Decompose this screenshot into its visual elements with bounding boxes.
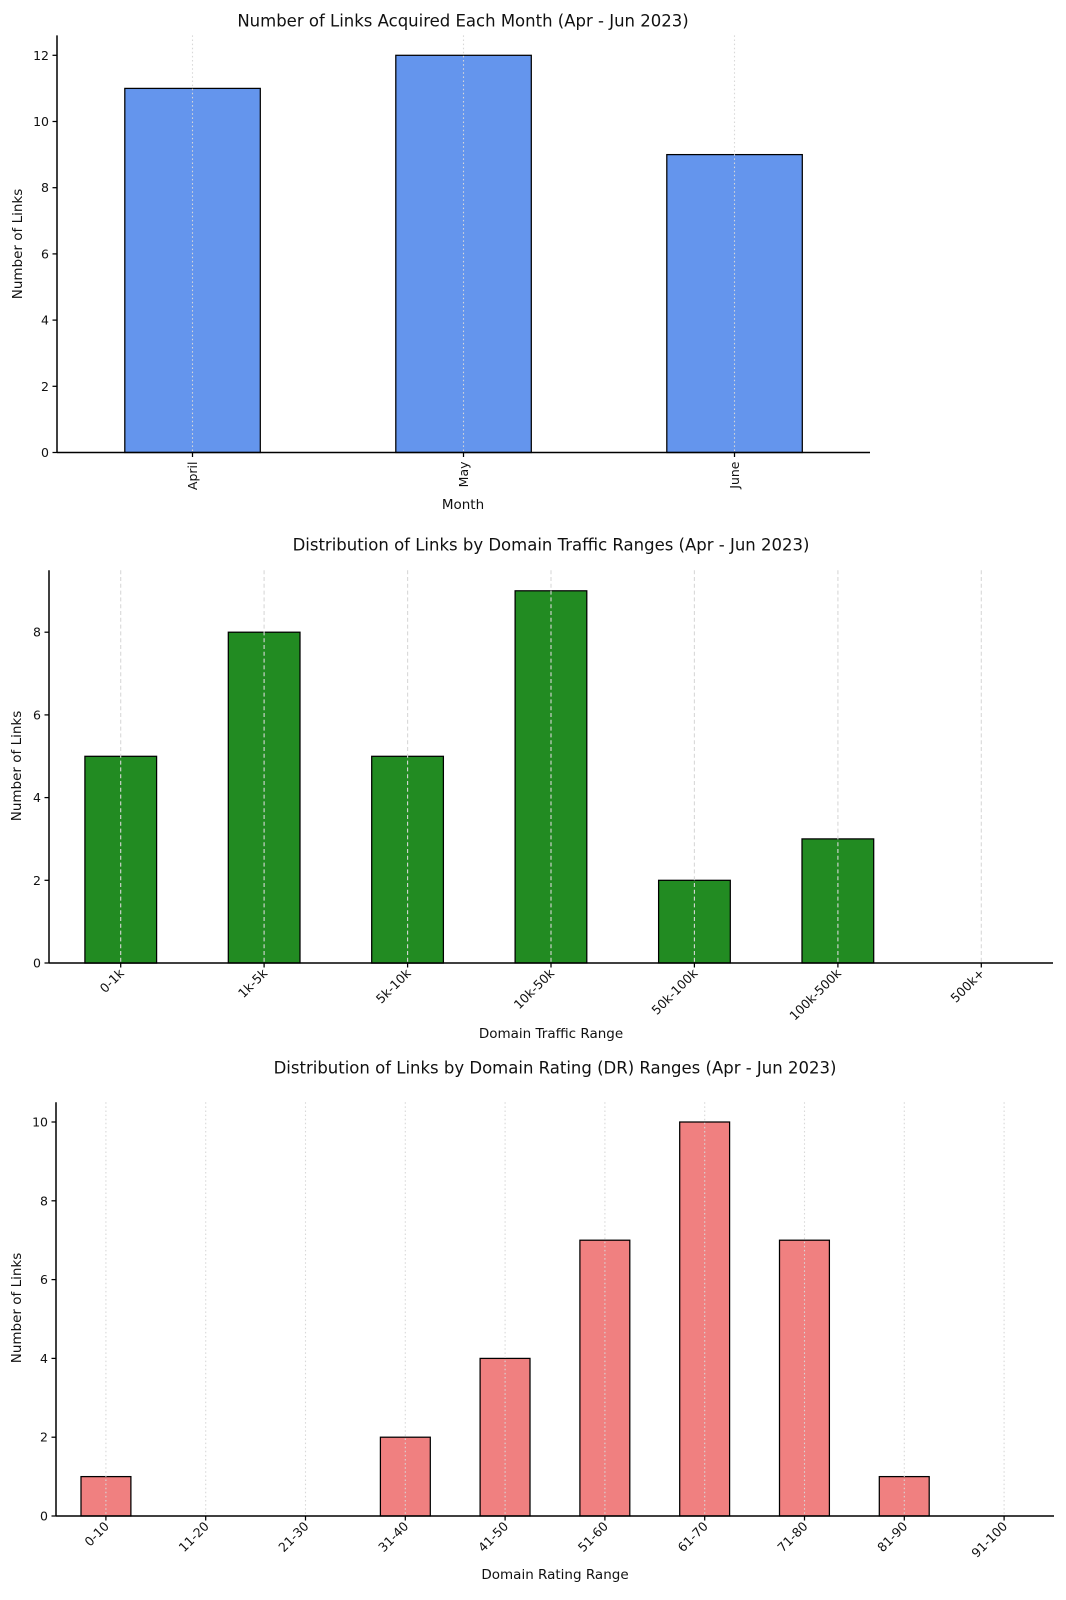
chart-title: Distribution of Links by Domain Rating (… [273,1058,837,1078]
x-tick-label: 50k-100k [648,965,701,1018]
x-tick-label: May [456,461,471,487]
monthly-links-plot: 0 2 4 6 8 10 12 April May June [33,35,870,491]
x-tick-label: 0-1k [97,965,128,996]
y-tick-label: 8 [41,180,49,195]
y-tick-label: 4 [33,790,41,805]
y-tick-label: 6 [41,246,49,261]
x-axis-label: Month [441,497,485,513]
x-tick-label: 21-30 [275,1518,311,1554]
chart-title: Number of Links Acquired Each Month (Apr… [237,11,689,31]
y-tick-label: 6 [33,707,41,722]
y-tick-label: 12 [33,48,49,63]
x-tick-label: 81-90 [874,1518,910,1554]
bar-61-70 [679,1121,731,1517]
x-axis-label: Domain Rating Range [481,1567,629,1583]
bar-June [666,153,803,454]
domain-rating-chart: Distribution of Links by Domain Rating (… [0,1045,1066,1600]
x-tick-label: 1k-5k [235,965,271,1001]
x-tick-label: 71-80 [774,1518,810,1554]
domain-rating-plot: 0 2 4 6 8 10 0-10 11-20 21-30 31-40 41-50 51-60 61-7… [32,1102,1054,1560]
x-tick-label: 10k-50k [511,965,558,1012]
monthly-links-chart: Number of Links Acquired Each Month (Apr… [0,0,1066,525]
y-tick-label: 8 [33,625,41,640]
y-tick-label: 0 [33,956,41,971]
y-tick-label: 10 [33,114,49,129]
x-tick-label: April [185,462,200,491]
x-tick-label: 0-10 [81,1518,112,1549]
chart-title: Distribution of Links by Domain Traffic … [292,535,810,555]
y-tick-label: 10 [32,1115,48,1130]
y-tick-label: 2 [40,1430,48,1445]
traffic-range-plot: 0 2 4 6 8 0-1k 1k-5k 5k-10k 10k-50k 50k-100k 100k-… [33,570,1053,1023]
x-tick-label: 31-40 [375,1518,411,1554]
x-tick-label: 41-50 [475,1518,511,1554]
x-tick-label: 61-70 [675,1518,711,1554]
y-tick-label: 4 [41,313,49,328]
y-tick-label: 2 [33,873,41,888]
traffic-range-chart: Distribution of Links by Domain Traffic … [0,525,1066,1045]
y-tick-label: 0 [40,1509,48,1524]
y-tick-label: 6 [40,1272,48,1287]
x-tick-label: 11-20 [176,1518,212,1554]
bar-50k-100k [657,879,731,964]
y-tick-label: 4 [40,1351,48,1366]
bar-41-50 [479,1357,531,1517]
y-tick-label: 8 [40,1193,48,1208]
x-tick-label: 91-100 [968,1518,1010,1560]
x-tick-label: 100k-500k [786,965,844,1023]
x-tick-label: June [727,461,742,490]
x-tick-label: 5k-10k [373,965,414,1006]
y-tick-label: 2 [41,379,49,394]
x-axis-label: Domain Traffic Range [478,1026,624,1042]
y-tick-label: 0 [41,445,49,460]
x-tick-label: 51-60 [575,1518,611,1554]
x-tick-label: 500k+ [947,966,987,1006]
